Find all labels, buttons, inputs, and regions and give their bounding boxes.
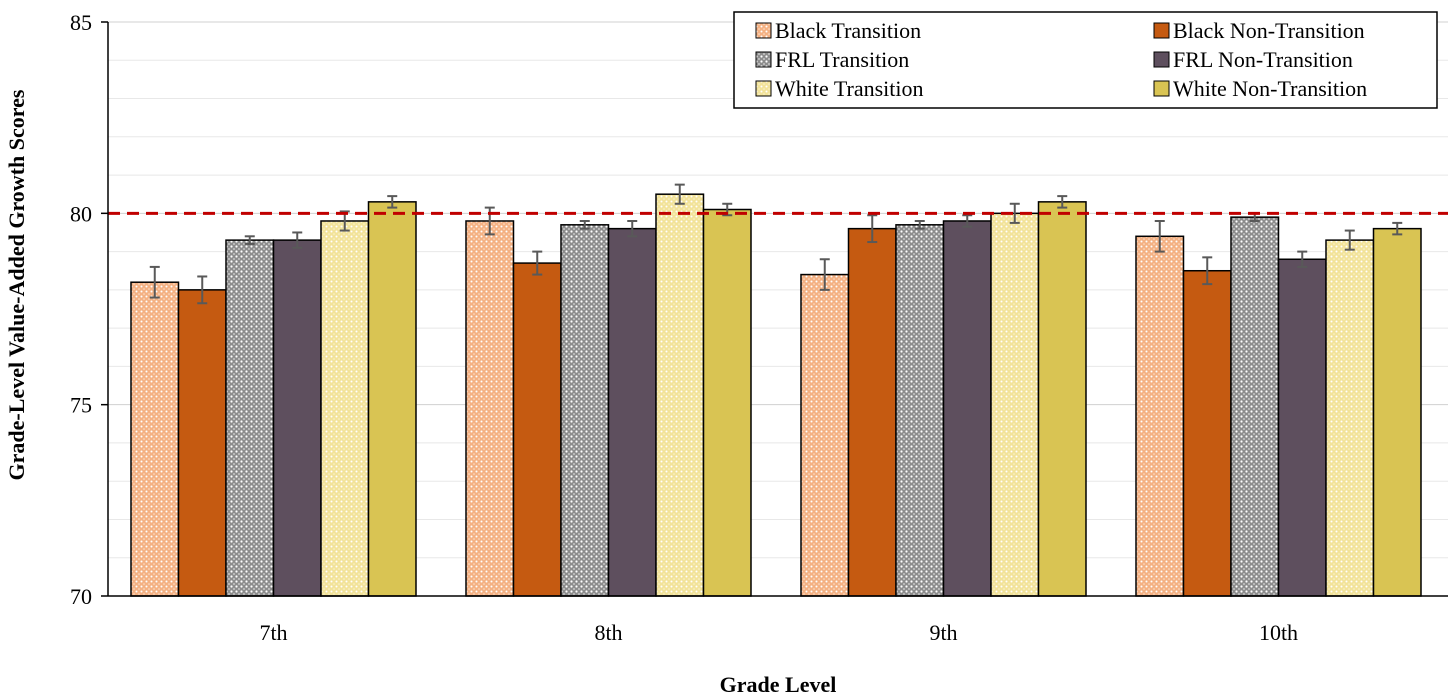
bar (800, 273, 850, 597)
y-tick-label: 75 (70, 393, 92, 418)
bars (130, 193, 1422, 597)
bar (225, 239, 275, 597)
x-tick-label: 10th (1259, 620, 1298, 645)
legend-label: White Transition (775, 76, 924, 101)
bar (1230, 216, 1280, 597)
bar (607, 227, 657, 597)
bar (367, 201, 417, 597)
bar (1135, 235, 1185, 597)
bar (512, 262, 562, 597)
y-tick-label: 85 (70, 10, 92, 35)
legend-label: FRL Non-Transition (1173, 47, 1353, 72)
legend-label: White Non-Transition (1173, 76, 1367, 101)
bar (942, 220, 992, 597)
y-axis-title: Grade-Level Value-Added Growth Scores (4, 89, 29, 480)
bar (1372, 227, 1422, 597)
y-tick-label: 80 (70, 201, 92, 226)
bar (1277, 258, 1327, 597)
bar (177, 289, 227, 597)
bar (465, 220, 515, 597)
tick-labels: 70 75 80 85 7th 8th 9th 10th (70, 10, 1298, 645)
bar (702, 208, 752, 597)
bar (990, 212, 1040, 597)
bar (1325, 239, 1375, 597)
y-tick-label: 70 (70, 584, 92, 609)
legend-swatch (1153, 80, 1170, 97)
x-axis-title: Grade Level (720, 672, 837, 697)
bar (560, 224, 610, 597)
legend-label: Black Transition (775, 18, 921, 43)
legend-box (733, 11, 1438, 109)
x-tick-label: 9th (929, 620, 957, 645)
legend-swatch (1153, 22, 1170, 39)
legend-swatch (755, 22, 772, 39)
bar (272, 239, 322, 597)
bar (895, 224, 945, 597)
legend-label: Black Non-Transition (1173, 18, 1365, 43)
bar (1037, 201, 1087, 597)
error-bars (149, 183, 1403, 305)
legend-swatch (755, 80, 772, 97)
x-tick-label: 8th (594, 620, 622, 645)
legend-swatch (755, 51, 772, 68)
bar (130, 281, 180, 597)
x-tick-label: 7th (259, 620, 287, 645)
bar (1182, 269, 1232, 597)
legend: Black Transition Black Non-Transition FRL … (733, 11, 1438, 109)
legend-swatch (1153, 51, 1170, 68)
bar (655, 193, 705, 597)
bar (320, 220, 370, 597)
legend-label: FRL Transition (775, 47, 909, 72)
bar (847, 227, 897, 597)
axes (101, 21, 1448, 597)
